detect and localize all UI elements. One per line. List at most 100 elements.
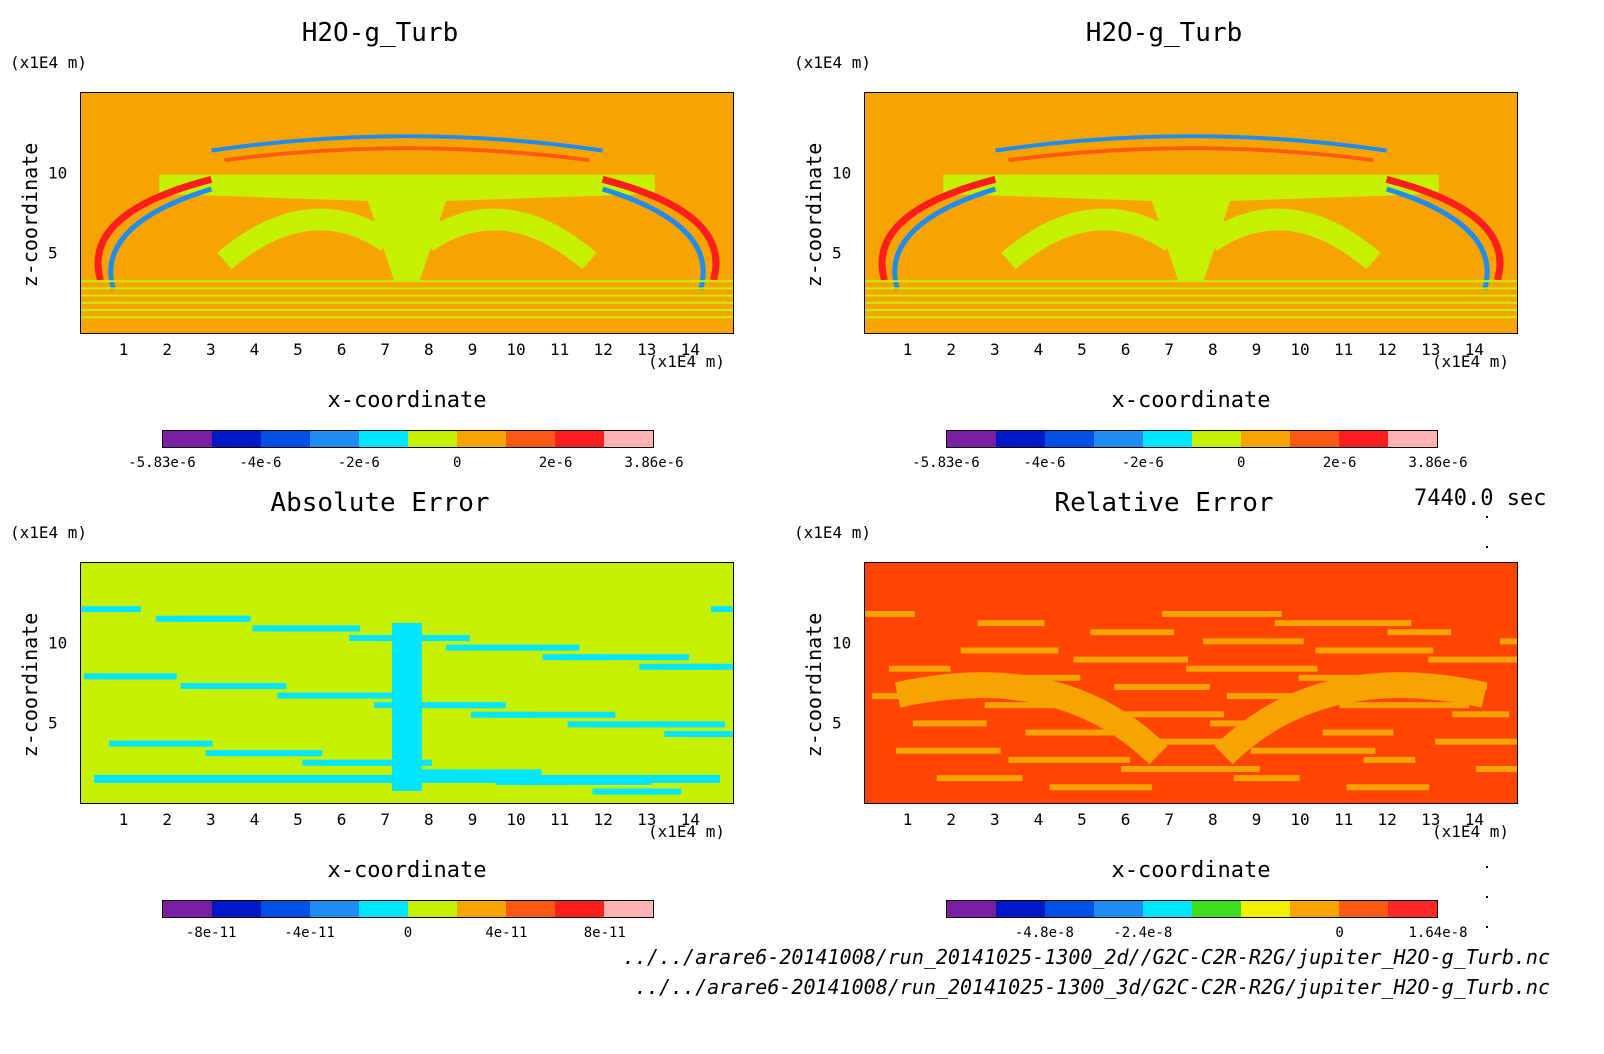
marker-dot: [1486, 866, 1488, 868]
field-cell: [1001, 674, 1081, 681]
field-contour: [892, 186, 997, 291]
x-tick-label: 5: [293, 810, 303, 829]
x-tick-label: 3: [205, 340, 216, 359]
x-tick-label: 2: [946, 810, 957, 829]
marker-dot: [1486, 926, 1488, 928]
field-cell: [1452, 711, 1510, 718]
colorbar-tick-label: 0: [1236, 455, 1246, 471]
field-contour: [420, 208, 597, 270]
colorbar-tick-label: 3.86e-6: [624, 455, 684, 471]
field-cell: [108, 740, 211, 747]
x-unit-label: (x1E4 m): [1432, 822, 1510, 841]
x-tick-label: 3: [989, 340, 1000, 359]
field-cell: [420, 769, 542, 776]
colorbar-tick-label: 2e-6: [538, 455, 573, 471]
field-cell: [589, 721, 726, 728]
field-cell: [81, 301, 733, 304]
field-contour: [995, 134, 1387, 153]
field-contour: [943, 174, 1439, 281]
marker-dot: [1486, 546, 1488, 548]
field-contour: [1385, 186, 1490, 291]
x-tick-label: 10: [506, 810, 526, 829]
field-cell: [277, 692, 395, 699]
x-tick-label: 3: [205, 810, 216, 829]
y-unit-label: (x1E4 m): [794, 523, 872, 542]
field-cell: [865, 301, 1517, 304]
x-tick-label: 8: [1207, 340, 1218, 359]
x-tick-label: 6: [336, 340, 347, 359]
x-axis-label: x-coordinate: [1111, 388, 1271, 413]
colorbar-swatch: [1192, 431, 1241, 447]
field-cell: [1186, 665, 1318, 672]
field-cell: [445, 644, 578, 651]
x-tick-label: 6: [336, 810, 347, 829]
heatmap-field: [81, 563, 733, 803]
colorbar-tick-label: 8e-11: [583, 925, 626, 941]
colorbar-swatch: [604, 431, 653, 447]
colorbar-swatch: [212, 431, 261, 447]
colorbar-swatch: [604, 901, 653, 917]
field-cell: [1226, 693, 1340, 700]
x-unit-label: (x1E4 m): [648, 822, 726, 841]
colorbar-tick-label: 0: [452, 455, 462, 471]
colorbar-swatch: [555, 901, 604, 917]
colorbar-tick-label: 0: [1335, 925, 1344, 941]
colorbar-swatch: [408, 431, 457, 447]
field-cell: [1346, 784, 1430, 791]
colorbar-swatch: [1241, 431, 1290, 447]
field-cell: [1387, 629, 1452, 636]
field-cell: [865, 280, 1517, 283]
field-cell: [1209, 720, 1264, 727]
field-cell: [1202, 638, 1304, 645]
x-tick-label: 7: [1164, 810, 1175, 829]
field-cell: [865, 287, 1517, 290]
colorbar-tick-label: 4e-11: [485, 925, 528, 941]
field-cell: [1274, 620, 1412, 627]
colorbar: [946, 900, 1438, 918]
chart-title: H2O-g_Turb: [301, 18, 459, 48]
colorbar-swatch: [457, 431, 506, 447]
x-tick-label: 8: [423, 340, 434, 359]
field-cell: [81, 309, 733, 311]
colorbar-swatch: [1339, 901, 1388, 917]
colorbar: [162, 430, 654, 448]
field-cell: [1250, 747, 1376, 754]
heatmap-plot-area: [80, 562, 734, 804]
x-tick-label: 12: [1377, 340, 1397, 359]
field-cell: [1363, 756, 1416, 763]
field-cell: [81, 316, 733, 319]
field-cell: [1049, 784, 1153, 791]
heatmap-field: [865, 93, 1517, 333]
field-cell: [564, 654, 690, 661]
field-cell: [1339, 702, 1470, 709]
x-tick-label: 13: [1421, 810, 1441, 829]
field-contour: [1204, 208, 1381, 270]
y-axis-label: z-coordinate: [18, 612, 42, 758]
field-cell: [1500, 638, 1517, 645]
field-cell: [865, 316, 1517, 319]
colorbar: [162, 900, 654, 918]
field-cell: [960, 647, 1059, 654]
y-unit-label: (x1E4 m): [794, 53, 872, 72]
x-tick-label: 14: [1464, 340, 1485, 359]
field-cell: [1435, 738, 1517, 745]
colorbar-swatch: [506, 431, 555, 447]
y-axis-label: z-coordinate: [802, 142, 826, 288]
colorbar-tick-label: 2e-6: [1322, 455, 1357, 471]
field-contour: [217, 208, 394, 270]
field-cell: [205, 750, 321, 757]
file-path-1: ../../arare6-20141008/run_20141025-1300_…: [622, 945, 1550, 969]
x-tick-label: 2: [162, 340, 173, 359]
field-contour: [1001, 208, 1178, 270]
field-contour: [94, 176, 213, 282]
field-cell: [865, 294, 1517, 297]
colorbar-swatch: [1339, 431, 1388, 447]
x-tick-label: 14: [1464, 810, 1485, 829]
colorbar-swatch: [359, 431, 408, 447]
x-tick-label: 6: [1120, 340, 1131, 359]
field-contour: [224, 146, 590, 163]
